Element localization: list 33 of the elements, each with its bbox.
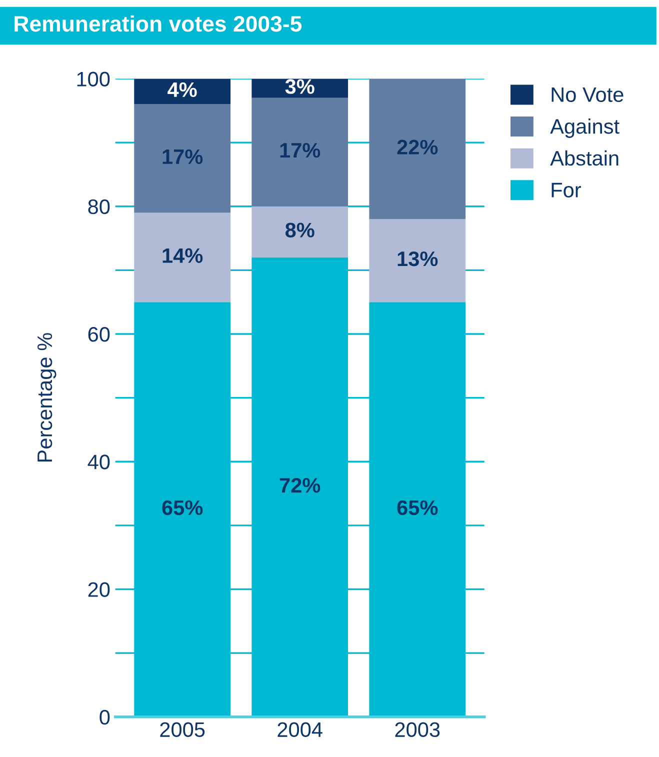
bar — [252, 206, 348, 258]
data-label: 17% — [162, 149, 203, 164]
x-tick-label: 2005 — [160, 722, 205, 738]
data-label: 14% — [162, 248, 203, 263]
data-label: 65% — [162, 500, 203, 516]
bar — [252, 98, 348, 206]
y-axis-title: Percentage % — [37, 333, 56, 462]
bar — [369, 78, 466, 220]
bar — [134, 78, 231, 104]
bar — [369, 219, 466, 302]
data-label: 17% — [280, 143, 320, 158]
y-tick-label: 60 — [88, 326, 110, 342]
legend-label: Against — [550, 118, 620, 138]
data-label: 65% — [397, 500, 438, 516]
legend-label: Abstain — [550, 150, 618, 166]
data-label: 4% — [168, 82, 197, 98]
data-label: 3% — [285, 79, 314, 94]
data-label: 8% — [285, 222, 314, 238]
y-tick-label: 40 — [88, 454, 110, 470]
y-tick-label: 80 — [88, 199, 110, 214]
x-tick-label: 2003 — [395, 722, 440, 738]
data-label: 72% — [280, 478, 320, 493]
legend-label: For — [552, 182, 581, 198]
y-tick-label: 100 — [77, 72, 110, 86]
y-tick-label: 0 — [100, 710, 110, 725]
bar — [134, 212, 231, 302]
x-tick-label: 2004 — [278, 722, 322, 738]
chart-title: Remuneration votes 2003-5 — [14, 15, 302, 32]
y-tick-label: 20 — [88, 582, 110, 598]
data-label: 22% — [397, 140, 438, 154]
legend-label: No Vote — [552, 87, 624, 102]
bar — [134, 104, 231, 213]
data-label: 13% — [398, 251, 438, 266]
